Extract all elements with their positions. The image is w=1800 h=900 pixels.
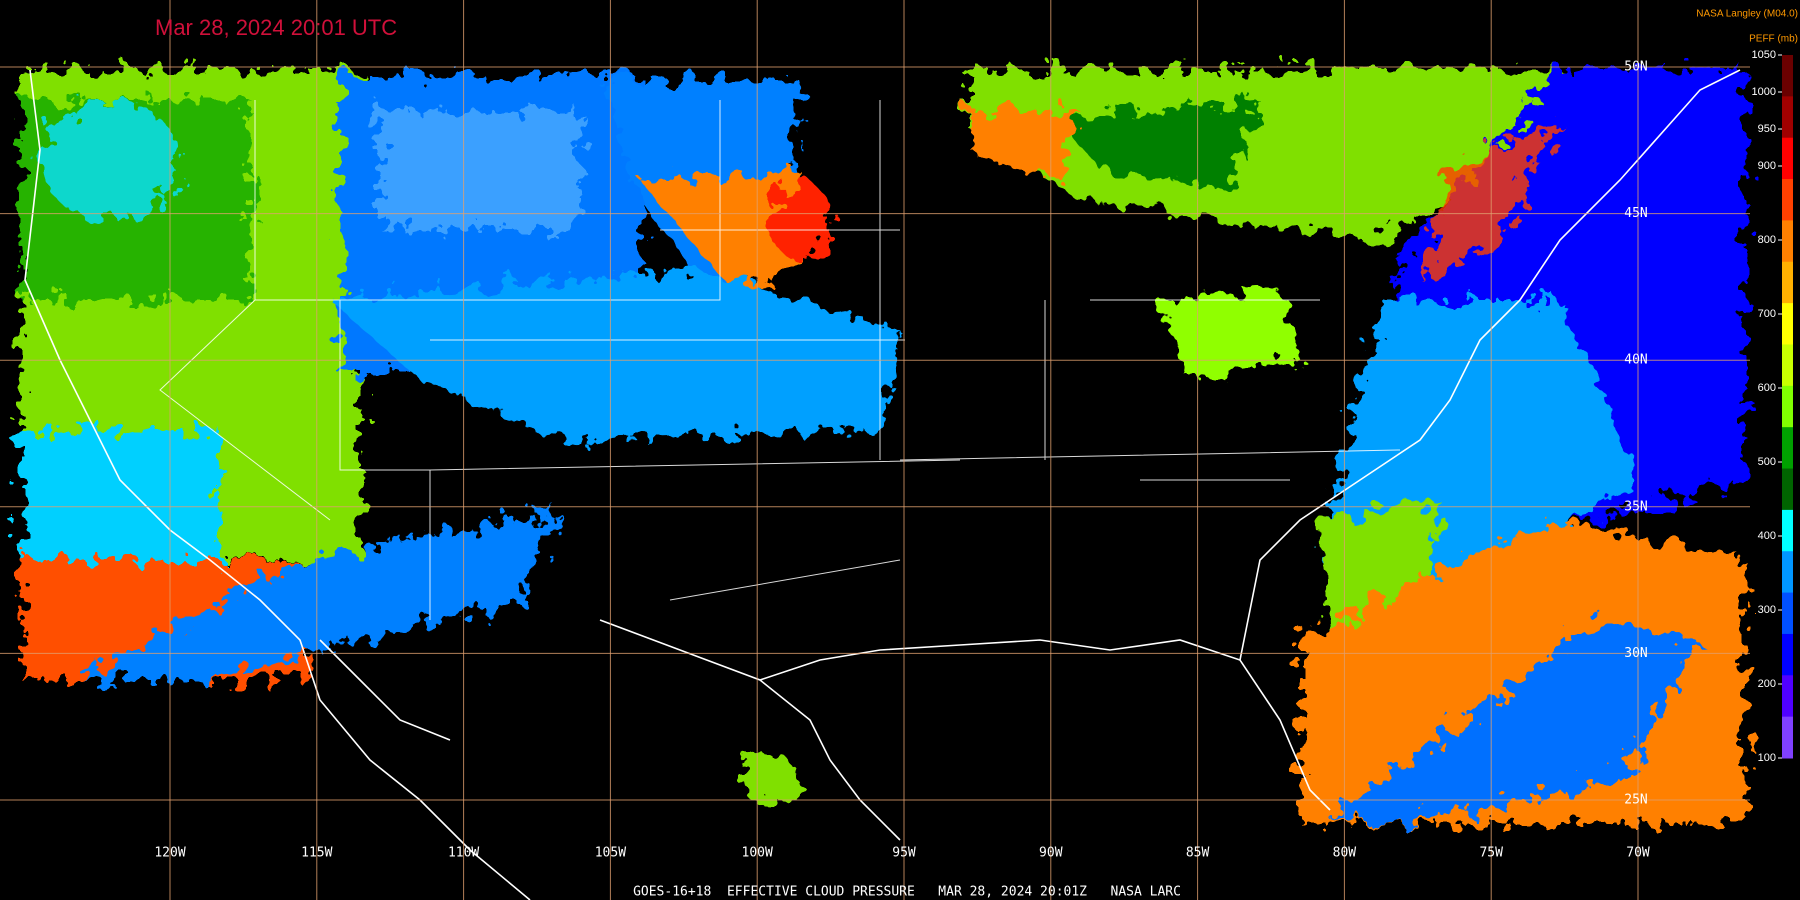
latitude-label: 50N [1624, 60, 1647, 75]
colorbar-label: 900 [1758, 160, 1776, 172]
colorbar-segment [1782, 261, 1793, 304]
colorbar-segment [1782, 551, 1793, 594]
latitude-label: 45N [1624, 206, 1647, 221]
longitude-label: 115W [301, 846, 332, 861]
colorbar: 1050 1000 950 900 800 700 600 500 400 300 200 100 [1752, 49, 1793, 764]
latitude-label: 25N [1624, 793, 1647, 808]
colorbar-label: 800 [1758, 234, 1776, 246]
latitude-label: 30N [1624, 646, 1647, 661]
colorbar-segment [1782, 592, 1793, 635]
colorbar-segment [1782, 220, 1793, 263]
colorbar-segment [1782, 55, 1793, 97]
colorbar-label: 100 [1758, 752, 1776, 764]
colorbar-segment [1782, 137, 1793, 180]
longitude-label: 105W [595, 846, 626, 861]
colorbar-label: 500 [1758, 456, 1776, 468]
lat-lon-grid [0, 0, 1750, 900]
longitude-label: 70W [1626, 846, 1650, 861]
colorbar-segment [1782, 509, 1793, 552]
colorbar-title: PEFF (mb) [1749, 34, 1798, 45]
colorbar-segment [1782, 344, 1793, 387]
colorbar-segment [1782, 716, 1793, 759]
colorbar-label: 700 [1758, 308, 1776, 320]
colorbar-segment [1782, 468, 1793, 511]
longitude-label: 110W [448, 846, 479, 861]
longitude-label: 85W [1186, 846, 1210, 861]
colorbar-segment [1782, 633, 1793, 676]
latitude-label: 35N [1624, 499, 1647, 514]
colorbar-segment [1782, 385, 1793, 428]
colorbar-label: 950 [1758, 123, 1776, 135]
colorbar-label: 300 [1758, 604, 1776, 616]
footer-caption: GOES-16+18 EFFECTIVE CLOUD PRESSURE MAR … [633, 885, 1181, 900]
colorbar-label: 400 [1758, 530, 1776, 542]
colorbar-segment [1782, 179, 1793, 221]
colorbar-label: 1050 [1752, 49, 1776, 61]
longitude-label: 100W [742, 846, 773, 861]
colorbar-segment [1782, 427, 1793, 470]
colorbar-label: 1000 [1752, 86, 1776, 98]
longitude-label: 95W [892, 846, 916, 861]
colorbar-label: 600 [1758, 382, 1776, 394]
colorbar-label: 200 [1758, 678, 1776, 690]
colorbar-segment [1782, 96, 1793, 139]
longitude-label: 75W [1479, 846, 1503, 861]
source-label: NASA Langley (M04.0) [1696, 9, 1798, 20]
longitude-label: 80W [1333, 846, 1357, 861]
timestamp: Mar 28, 2024 20:01 UTC [155, 15, 397, 40]
latitude-label: 40N [1624, 353, 1647, 368]
longitude-label: 120W [154, 846, 185, 861]
map-labels: 120W 115W 110W 105W 100W 95W 90W 85W 80W 75W 70W 50… [154, 60, 1650, 861]
colorbar-segment [1782, 303, 1793, 345]
longitude-label: 90W [1039, 846, 1063, 861]
colorbar-segment [1782, 675, 1793, 718]
